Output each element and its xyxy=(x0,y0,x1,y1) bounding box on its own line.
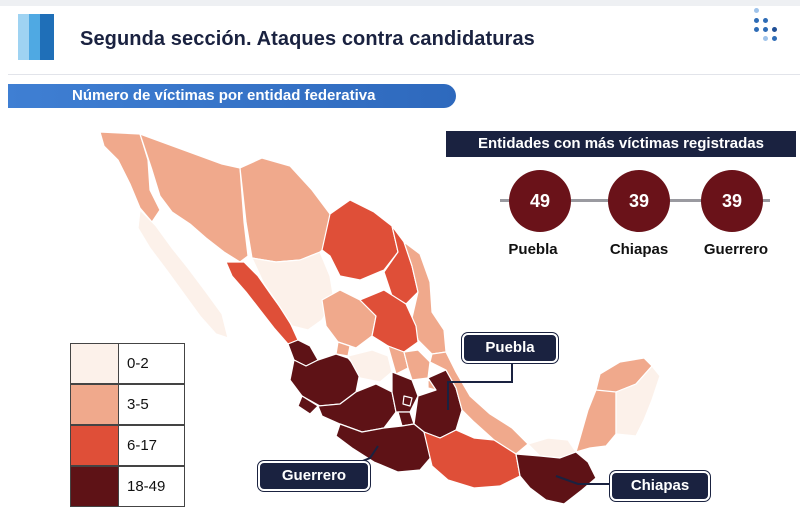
legend-swatch xyxy=(71,344,119,383)
chiapas-leader xyxy=(555,475,622,485)
legend-label: 6-17 xyxy=(127,437,158,454)
callout-chiapas: Chiapas xyxy=(610,471,710,501)
circle-puebla-count: 49 xyxy=(509,170,571,232)
section-title: Segunda sección. Ataques contra candidat… xyxy=(80,28,535,50)
state-baja-california-sur xyxy=(137,209,229,339)
state-san-luis-potosi xyxy=(359,289,419,353)
legend-swatch xyxy=(71,426,119,465)
circle-chiapas-count: 39 xyxy=(608,170,670,232)
state-quintana-roo xyxy=(615,365,661,437)
subtitle-bar xyxy=(8,84,456,108)
header-divider xyxy=(8,74,800,75)
circle-label-guerrero: Guerrero xyxy=(703,241,769,258)
circle-guerrero-count: 39 xyxy=(701,170,763,232)
state-chihuahua xyxy=(239,157,337,263)
top-entities-bar xyxy=(446,131,796,157)
legend-row: 3-5 xyxy=(70,384,185,425)
legend-label: 0-2 xyxy=(127,355,149,372)
state-chiapas xyxy=(515,451,597,505)
legend-label: 3-5 xyxy=(127,396,149,413)
legend-row: 6-17 xyxy=(70,425,185,466)
decorative-dots-icon xyxy=(752,6,782,50)
callout-guerrero: Guerrero xyxy=(258,461,370,491)
legend-row: 0-2 xyxy=(70,343,185,384)
circle-label-chiapas: Chiapas xyxy=(609,241,669,258)
map-subtitle: Número de víctimas por entidad federativ… xyxy=(72,87,376,104)
state-jalisco xyxy=(289,353,361,407)
map-legend: 0-2 3-5 6-17 18-49 xyxy=(70,343,185,508)
state-ciudad-de-mexico xyxy=(402,395,413,407)
legend-label: 18-49 xyxy=(127,478,166,495)
state-hidalgo xyxy=(403,349,431,381)
top-entities-title: Entidades con más víctimas registradas xyxy=(478,135,764,152)
state-queretaro xyxy=(387,345,409,375)
state-coahuila xyxy=(321,199,399,281)
legend-swatch xyxy=(71,467,119,506)
legend-swatch xyxy=(71,385,119,424)
circle-label-puebla: Puebla xyxy=(508,241,558,258)
callout-puebla: Puebla xyxy=(462,333,558,363)
state-colima xyxy=(297,395,319,415)
puebla-leader xyxy=(447,358,513,410)
logo-bars xyxy=(18,14,58,60)
top-strip xyxy=(0,0,800,6)
legend-row: 18-49 xyxy=(70,466,185,507)
